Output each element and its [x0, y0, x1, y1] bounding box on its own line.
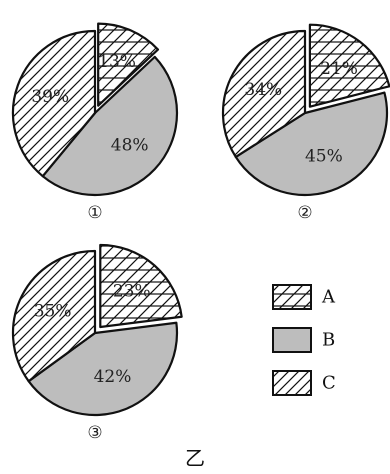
pie-1-label-C: 39%	[31, 87, 69, 107]
pie-chart-3: 23% 42% 35% ③	[11, 243, 183, 443]
pie-chart-2: 21% 45% 34% ②	[221, 23, 390, 223]
pie-1-slice-A	[97, 22, 160, 107]
pie-1-number: ①	[87, 203, 102, 223]
figure-label: 乙	[185, 446, 205, 470]
pie-3-slice-B	[27, 321, 179, 417]
legend-swatch-C	[272, 370, 312, 396]
pie-3-label-B: 42%	[94, 367, 132, 387]
pie-2-label-C: 34%	[244, 80, 282, 100]
pie-2-slice-C	[221, 29, 307, 159]
pie-2-slice-A	[308, 23, 390, 108]
legend: A B C	[272, 284, 336, 396]
pie-2-slice-B	[234, 91, 389, 197]
pie-3-slice-A	[99, 243, 183, 329]
pie-2-label-B: 45%	[305, 147, 343, 167]
pie-1-label-B: 48%	[111, 136, 149, 156]
pie-charts: 13% 48% 39% ① 21% 45% 34% ② 23% 42% 35% ③	[11, 22, 390, 443]
legend-swatch-A	[272, 284, 312, 310]
pie-2-number: ②	[297, 203, 312, 223]
legend-label-B: B	[322, 330, 335, 351]
pie-2-label-A: 21%	[320, 59, 358, 79]
legend-label-C: C	[322, 373, 336, 394]
pie-1-slice-C	[11, 29, 97, 178]
legend-swatch-B	[272, 327, 312, 353]
pie-1-label-A: 13%	[98, 52, 136, 72]
pie-1-slice-B	[41, 55, 179, 197]
pie-3-slice-C	[11, 249, 97, 383]
pie-chart-1: 13% 48% 39% ①	[11, 22, 179, 223]
pie-3-label-C: 35%	[34, 301, 72, 321]
pie-3-label-A: 23%	[113, 281, 151, 301]
legend-label-A: A	[321, 287, 336, 308]
pie-3-number: ③	[87, 423, 102, 443]
